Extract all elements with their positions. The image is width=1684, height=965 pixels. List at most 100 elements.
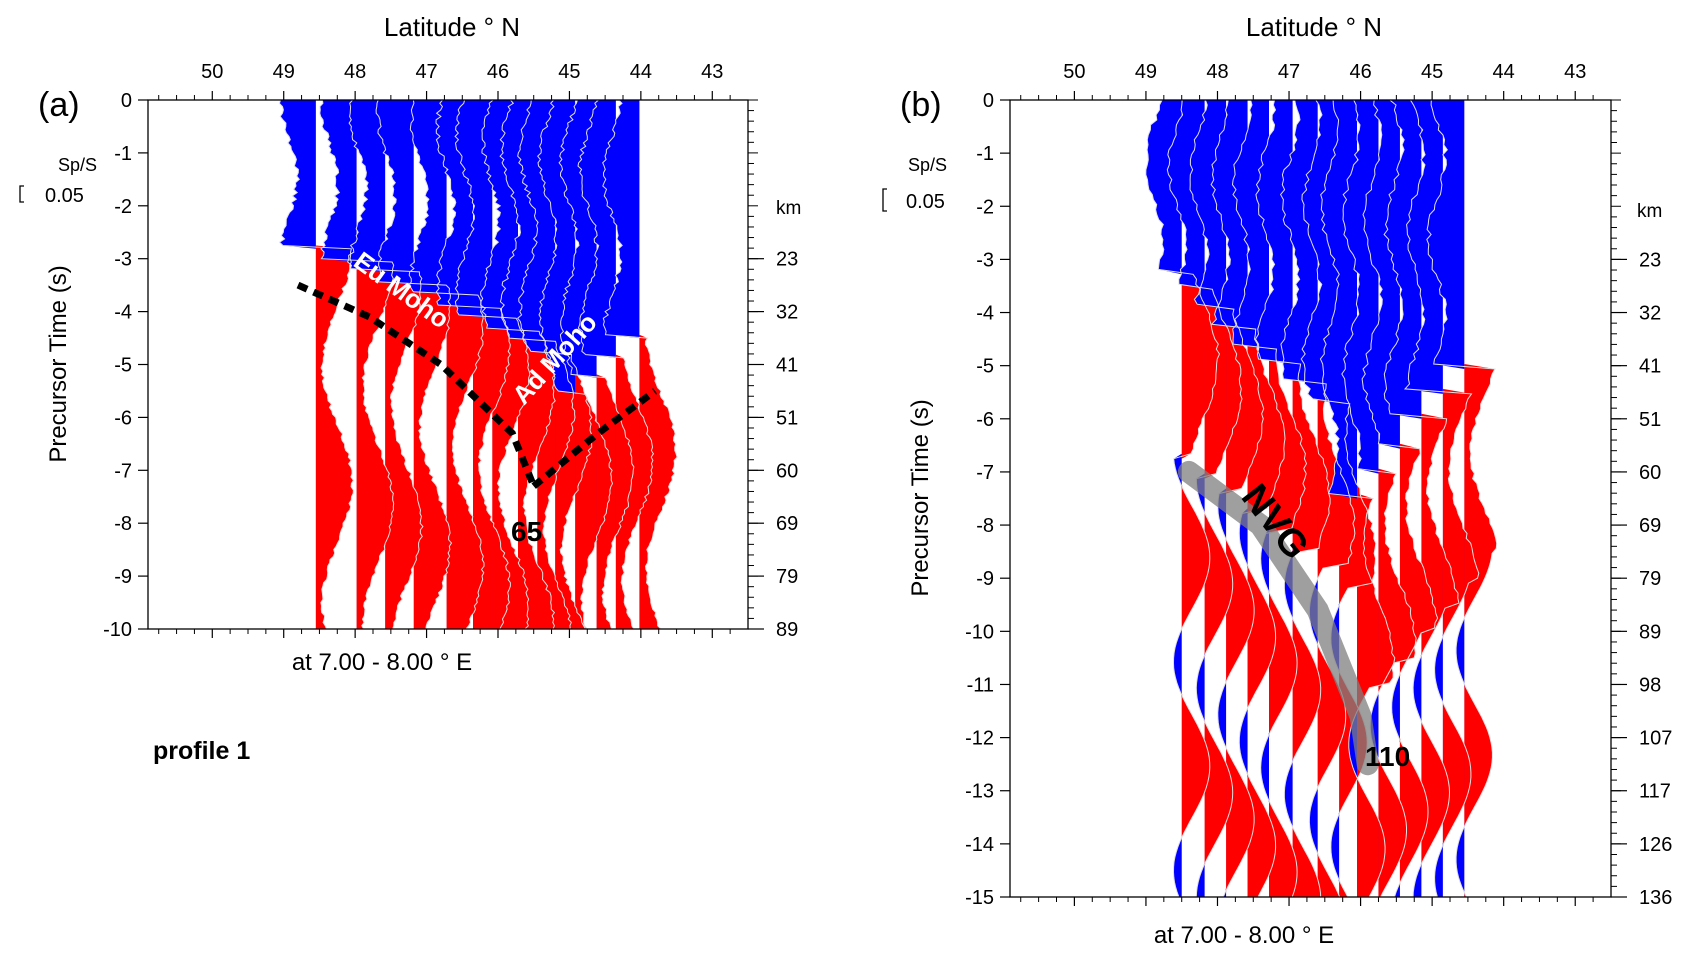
depth-tick-label: 79 xyxy=(776,566,798,588)
trace-negative-fill xyxy=(376,100,414,629)
y-tick-label: -2 xyxy=(114,196,132,218)
y-tick-label: -10 xyxy=(965,621,994,643)
panel-b-axes: 50 49 48 47 46 45 44 43 0 -1 -2 -3 -4 -5 -6 -7 -8 -9 -10 -1… xyxy=(965,61,1672,909)
depth-tick-label: 69 xyxy=(776,513,798,535)
trace-negative-fill xyxy=(578,100,616,629)
trace-negative-fill xyxy=(559,100,597,629)
x-tick-label: 50 xyxy=(1063,61,1085,83)
trace-line xyxy=(1383,100,1460,897)
panel-b-y-label: Precursor Time (s) xyxy=(907,399,934,596)
y-tick-label: 0 xyxy=(983,90,994,112)
panel-a-negative-fills xyxy=(279,100,640,629)
y-tick-label: -4 xyxy=(114,302,132,324)
depth-tick-label: 23 xyxy=(1639,249,1661,271)
panel-a-scale-label: Sp/S xyxy=(58,155,97,175)
trace-negative-fill xyxy=(347,100,386,629)
y-tick-label: 0 xyxy=(121,90,132,112)
y-tick-label: -14 xyxy=(965,834,994,856)
trace-negative-fill xyxy=(1255,100,1293,897)
depth-tick-label: 51 xyxy=(1639,409,1661,431)
trace-positive-fill xyxy=(473,100,511,629)
panel-b-x-label-top: Latitude ° N xyxy=(1246,12,1382,42)
trace-positive-fill xyxy=(1247,100,1285,897)
trace-positive-fill xyxy=(1464,100,1497,897)
depth-tick-label: 41 xyxy=(1639,356,1661,378)
depth-tick-label: 69 xyxy=(1639,515,1661,537)
trace-line xyxy=(480,100,556,629)
y-tick-label: -6 xyxy=(976,409,994,431)
x-tick-label: 45 xyxy=(558,61,580,83)
trace-positive-fill xyxy=(639,100,678,629)
y-tick-label: -5 xyxy=(114,355,132,377)
trace-line xyxy=(1279,100,1356,897)
trace-negative-fill xyxy=(1320,100,1358,897)
depth-tick-label: 23 xyxy=(776,249,798,271)
panel-b-scale-bracket xyxy=(882,188,887,212)
depth-tick-label: 107 xyxy=(1639,728,1672,750)
trace-positive-fill xyxy=(1181,100,1220,897)
y-tick-label: -5 xyxy=(976,356,994,378)
trace-negative-fill xyxy=(1232,100,1270,897)
y-tick-label: -3 xyxy=(976,249,994,271)
trace-line xyxy=(319,100,395,629)
depth-tick-label: 126 xyxy=(1639,834,1672,856)
y-tick-label: -10 xyxy=(103,619,132,641)
trace-negative-fill xyxy=(1384,100,1422,897)
x-tick-label: 48 xyxy=(1206,61,1228,83)
trace-negative-fill xyxy=(602,100,640,629)
trace-line xyxy=(1341,100,1417,897)
panel-a-caption: profile 1 xyxy=(153,737,250,765)
trace-positive-fill xyxy=(492,100,530,629)
trace-line xyxy=(499,100,576,629)
trace-negative-fill xyxy=(517,100,556,629)
y-tick-label: -12 xyxy=(965,728,994,750)
y-tick-label: -3 xyxy=(114,249,132,271)
trace-negative-fill xyxy=(436,100,473,629)
trace-negative-fill xyxy=(480,100,518,629)
panel-a-traces xyxy=(278,100,678,629)
trace-negative-fill xyxy=(1211,100,1248,897)
trace-line xyxy=(537,100,614,629)
y-tick-label: -7 xyxy=(114,460,132,482)
trace-line xyxy=(1426,100,1498,897)
depth-tick-label: 32 xyxy=(1639,303,1661,325)
eu-moho-line xyxy=(296,281,537,488)
trace-line xyxy=(577,100,654,629)
panel-b-negative-fills xyxy=(1145,100,1465,897)
y-tick-label: -9 xyxy=(114,566,132,588)
trace-positive-fill xyxy=(1226,100,1264,897)
trace-line xyxy=(1166,100,1243,897)
trace-positive-fill xyxy=(1378,100,1417,897)
panel-a-y-label: Precursor Time (s) xyxy=(45,265,72,462)
trace-negative-fill xyxy=(1145,100,1182,897)
y-tick-label: -4 xyxy=(976,303,994,325)
depth-tick-label: 89 xyxy=(776,619,798,641)
panel-b-wiggles xyxy=(1145,100,1498,897)
trace-positive-fill xyxy=(1399,100,1438,897)
x-tick-label: 46 xyxy=(487,61,509,83)
depth-tick-label: 51 xyxy=(776,407,798,429)
trace-positive-fill xyxy=(1317,100,1355,897)
trace-negative-fill xyxy=(455,100,493,629)
depth-tick-label: 98 xyxy=(1639,674,1661,696)
trace-negative-fill xyxy=(279,100,316,629)
x-tick-label: 44 xyxy=(1493,61,1515,83)
depth-tick-label: 89 xyxy=(1639,621,1661,643)
y-tick-label: -6 xyxy=(114,407,132,429)
annotation-65: 65 xyxy=(511,516,542,547)
trace-negative-fill xyxy=(1301,100,1340,897)
trace-line xyxy=(435,100,511,629)
trace-positive-fill xyxy=(1269,100,1307,897)
trace-negative-fill xyxy=(537,100,576,629)
depth-tick-label: 41 xyxy=(776,355,798,377)
panel-a-x-label-top: Latitude ° N xyxy=(384,12,520,42)
trace-positive-fill xyxy=(356,100,394,629)
trace-positive-fill xyxy=(413,100,452,629)
x-tick-label: 47 xyxy=(1278,61,1300,83)
nvg-band-path xyxy=(1177,460,1379,776)
trace-line xyxy=(1403,100,1480,897)
trace-negative-fill xyxy=(500,100,538,629)
x-tick-label: 44 xyxy=(630,61,652,83)
x-tick-label: 49 xyxy=(273,61,295,83)
trace-line xyxy=(1254,100,1331,897)
